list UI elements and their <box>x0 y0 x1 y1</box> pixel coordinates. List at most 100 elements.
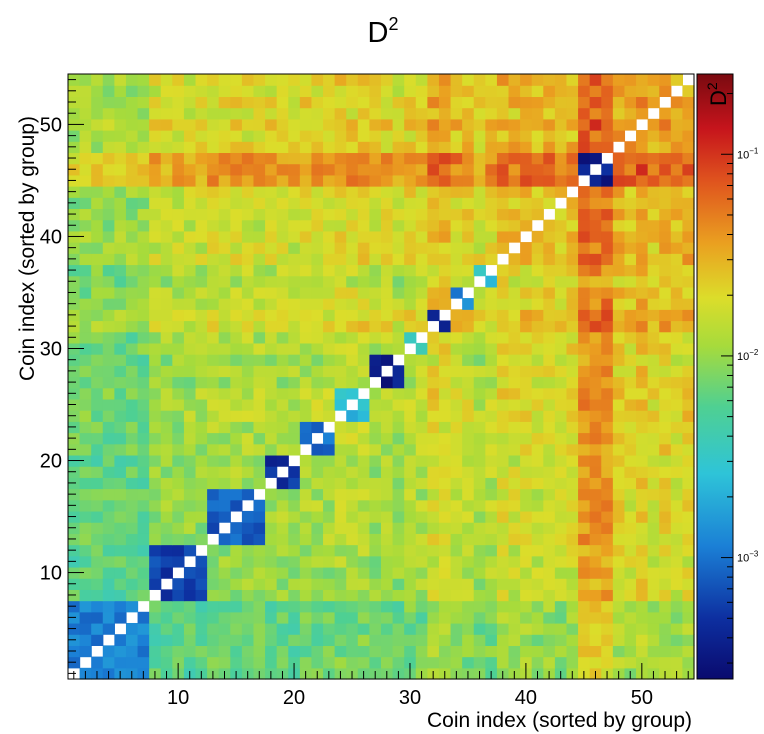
heatmap-cell <box>415 578 428 590</box>
heatmap-cell <box>276 286 289 299</box>
heatmap-cell <box>149 566 162 579</box>
heatmap-cell <box>473 230 486 243</box>
heatmap-cell <box>334 342 347 355</box>
heatmap-cell <box>288 208 301 221</box>
heatmap-cell <box>578 454 591 467</box>
heatmap-cell <box>636 141 649 154</box>
heatmap-cell <box>427 163 440 176</box>
heatmap-cell <box>589 186 602 198</box>
heatmap-cell <box>682 488 695 501</box>
heatmap-cell <box>404 309 417 322</box>
heatmap-cell <box>265 656 278 669</box>
heatmap-cell <box>543 410 556 422</box>
heatmap-cell <box>323 230 336 243</box>
heatmap-cell <box>207 622 220 635</box>
heatmap-cell <box>311 510 324 523</box>
heatmap-cell <box>79 74 92 86</box>
heatmap-cell <box>253 309 266 322</box>
heatmap-cell <box>299 432 313 445</box>
heatmap-cell <box>357 275 370 288</box>
heatmap-cell <box>450 275 463 288</box>
heatmap-cell <box>299 242 313 254</box>
heatmap-cell <box>334 645 347 658</box>
heatmap-cell <box>392 578 405 590</box>
heatmap-cell <box>311 141 324 154</box>
heatmap-cell <box>496 286 510 299</box>
heatmap-cell <box>601 443 614 456</box>
heatmap-cell <box>346 85 359 97</box>
heatmap-cell <box>473 186 486 198</box>
heatmap-cell <box>601 197 614 210</box>
heatmap-cell <box>125 163 139 176</box>
heatmap-cell <box>520 387 533 400</box>
heatmap-cell <box>473 309 486 322</box>
heatmap-cell <box>415 589 428 602</box>
heatmap-cell <box>636 622 649 635</box>
heatmap-cell <box>299 477 313 490</box>
heatmap-cell <box>404 533 417 546</box>
heatmap-cell <box>381 96 394 109</box>
heatmap-cell <box>450 264 463 277</box>
heatmap-cell <box>241 622 255 635</box>
heatmap-cell <box>438 555 452 568</box>
heatmap-cell <box>473 152 486 165</box>
heatmap-cell <box>125 656 139 669</box>
heatmap-cell <box>624 544 637 557</box>
heatmap-cell <box>195 163 208 176</box>
heatmap-cell <box>636 432 649 445</box>
heatmap-cell <box>149 230 162 243</box>
heatmap-cell <box>404 242 417 254</box>
heatmap-cell <box>508 398 521 411</box>
heatmap-cell <box>346 555 359 568</box>
heatmap-cell <box>404 589 417 602</box>
heatmap-cell <box>276 398 289 411</box>
heatmap-cell <box>496 634 510 646</box>
heatmap-cell <box>102 477 115 490</box>
heatmap-cell <box>508 645 521 658</box>
heatmap-cell <box>508 611 521 624</box>
heatmap-cell <box>288 163 301 176</box>
heatmap-cell <box>589 152 602 165</box>
heatmap-cell <box>624 466 637 478</box>
heatmap-cell <box>381 410 394 422</box>
heatmap-cell <box>253 264 266 277</box>
heatmap-cell <box>404 499 417 512</box>
heatmap-cell <box>346 477 359 490</box>
heatmap-cell <box>508 320 521 333</box>
heatmap-cell <box>137 410 150 422</box>
heatmap-cell <box>578 410 591 422</box>
heatmap-cell <box>160 74 173 86</box>
heatmap-cell <box>404 298 417 310</box>
heatmap-cell <box>102 298 115 310</box>
heatmap-cell <box>172 466 185 478</box>
heatmap-cell <box>473 421 486 434</box>
heatmap-cell <box>102 74 115 86</box>
heatmap-cell <box>172 634 185 646</box>
heatmap-cell <box>265 365 278 378</box>
heatmap-cell <box>589 522 602 534</box>
heatmap-cell <box>265 186 278 198</box>
heatmap-cell <box>288 443 301 456</box>
heatmap-cell <box>218 533 231 546</box>
heatmap-cell <box>427 533 440 546</box>
heatmap-cell <box>207 544 220 557</box>
heatmap-cell <box>299 622 313 635</box>
heatmap-cell <box>392 163 405 176</box>
heatmap-cell <box>520 174 533 187</box>
heatmap-cell <box>392 533 405 546</box>
heatmap-cell <box>520 264 533 277</box>
heatmap-cell <box>601 130 614 142</box>
heatmap-cell <box>392 488 405 501</box>
heatmap-cell <box>496 230 510 243</box>
heatmap-cell <box>612 376 626 389</box>
heatmap-cell <box>485 611 498 624</box>
heatmap-cell <box>381 555 394 568</box>
heatmap-cell <box>114 275 127 288</box>
heatmap-cell <box>288 578 301 590</box>
heatmap-cell <box>218 174 231 187</box>
heatmap-cell <box>601 645 614 658</box>
heatmap-cell <box>207 466 220 478</box>
heatmap-cell <box>218 589 231 602</box>
heatmap-cell <box>137 622 150 635</box>
heatmap-cell <box>647 634 660 646</box>
